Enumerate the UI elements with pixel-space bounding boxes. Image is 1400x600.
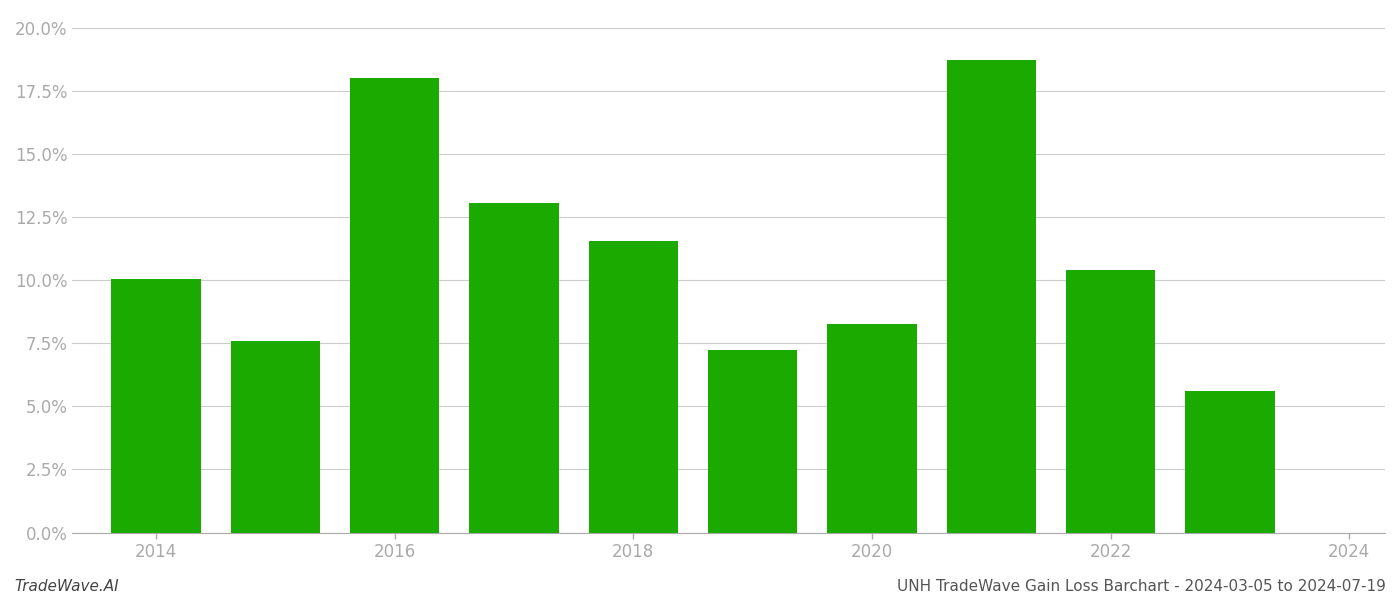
- Bar: [1065, 270, 1155, 533]
- Bar: [1186, 391, 1274, 533]
- Bar: [111, 279, 200, 533]
- Bar: [469, 203, 559, 533]
- Bar: [231, 341, 321, 533]
- Bar: [350, 78, 440, 533]
- Bar: [588, 241, 678, 533]
- Text: UNH TradeWave Gain Loss Barchart - 2024-03-05 to 2024-07-19: UNH TradeWave Gain Loss Barchart - 2024-…: [897, 579, 1386, 594]
- Bar: [827, 324, 917, 533]
- Text: TradeWave.AI: TradeWave.AI: [14, 579, 119, 594]
- Bar: [708, 350, 798, 533]
- Bar: [946, 61, 1036, 533]
